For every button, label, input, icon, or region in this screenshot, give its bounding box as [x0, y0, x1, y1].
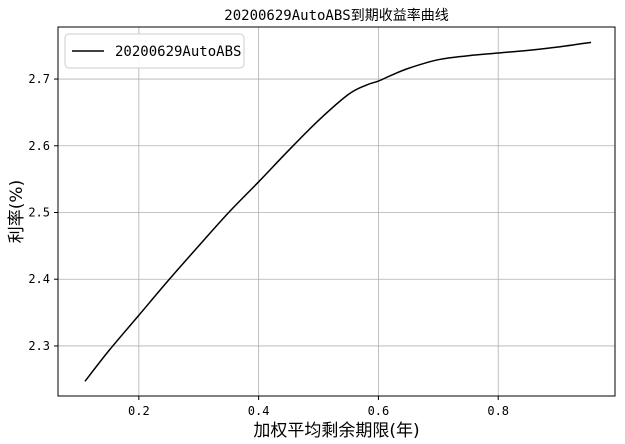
y-tick-label: 2.3 — [28, 339, 50, 353]
x-axis: 0.2 0.4 0.6 0.8 — [128, 396, 509, 418]
x-axis-label: 加权平均剩余期限(年) — [253, 421, 419, 441]
plot-frame — [57, 26, 616, 397]
y-axis: 2.3 2.4 2.5 2.6 2.7 — [28, 72, 58, 353]
legend-entry: 20200629AutoABS — [115, 44, 241, 60]
legend-box — [64, 33, 245, 69]
grid-lines — [58, 27, 615, 396]
series-line — [84, 41, 592, 382]
y-tick-label: 2.5 — [28, 206, 50, 220]
y-tick-label: 2.6 — [28, 139, 50, 153]
x-tick-label: 0.6 — [368, 404, 390, 418]
chart-title: 20200629AutoABS到期收益率曲线 — [224, 7, 448, 24]
y-axis-label: 利率(%) — [7, 180, 27, 243]
x-tick-label: 0.4 — [248, 404, 270, 418]
y-tick-label: 2.7 — [28, 72, 50, 86]
x-tick-label: 0.2 — [128, 404, 150, 418]
y-tick-label: 2.4 — [28, 272, 50, 286]
series-layer — [84, 41, 592, 382]
x-tick-label: 0.8 — [487, 404, 509, 418]
legend: 20200629AutoABS — [64, 33, 245, 69]
